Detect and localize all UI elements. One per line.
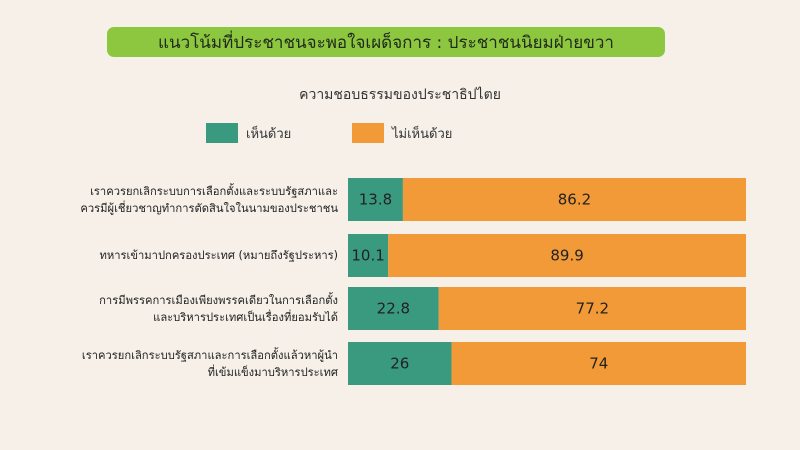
category-label-line: และบริหารประเทศเป็นเรื่องที่ยอมรับได้ [153, 310, 338, 324]
category-label-line: เราควรยกเลิกระบบรัฐสภาและการเลือกตั้งแล้… [81, 348, 338, 362]
bar-agree [348, 178, 403, 221]
category-label: เราควรยกเลิกระบบการเลือกตั้งและระบบรัฐสภ… [0, 183, 338, 217]
legend-disagree-swatch [352, 123, 384, 143]
category-label-line: ควรมีผู้เชี่ยวชาญทำการตัดสินใจในนามของปร… [80, 201, 338, 215]
category-label: การมีพรรคการเมืองเพียงพรรคเดียวในการเลือ… [0, 292, 338, 326]
data-label-agree: 13.8 [359, 191, 392, 209]
data-label-agree: 26 [390, 355, 409, 373]
data-label-disagree: 86.2 [558, 191, 591, 209]
legend-agree-swatch [206, 123, 238, 143]
data-label-disagree: 74 [589, 355, 608, 373]
data-label-disagree: 77.2 [576, 300, 609, 318]
category-label-line: การมีพรรคการเมืองเพียงพรรคเดียวในการเลือ… [99, 293, 338, 307]
legend-agree: เห็นด้วย [206, 123, 291, 143]
banner-title: แนวโน้มที่ประชาชนจะพอใจเผด็จการ : ประชาช… [107, 27, 665, 57]
legend-agree-label: เห็นด้วย [246, 126, 292, 142]
data-label-disagree: 89.9 [550, 247, 583, 265]
category-label-line: เราควรยกเลิกระบบการเลือกตั้งและระบบรัฐสภ… [90, 184, 338, 198]
data-label-agree: 10.1 [351, 247, 384, 265]
bar-agree [348, 287, 439, 330]
category-label-line: ทหารเข้ามาปกครองประเทศ (หมายถึงรัฐประหาร… [99, 249, 339, 262]
category-label: เราควรยกเลิกระบบรัฐสภาและการเลือกตั้งแล้… [0, 347, 338, 381]
bar-disagree [402, 178, 746, 221]
bar-disagree [451, 342, 746, 385]
bar-agree [348, 342, 452, 385]
legend-disagree-label: ไม่เห็นด้วย [392, 126, 453, 142]
category-label: ทหารเข้ามาปกครองประเทศ (หมายถึงรัฐประหาร… [0, 247, 339, 264]
bar-agree [348, 234, 389, 277]
category-label-line: ที่เข้มแข็งมาบริหารประเทศ [207, 365, 338, 379]
data-label-agree: 22.8 [377, 300, 410, 318]
chart-title: ความชอบธรรมของประชาธิปไตย [299, 87, 501, 103]
bar-disagree [438, 287, 746, 330]
legend-disagree: ไม่เห็นด้วย [352, 123, 452, 143]
bar-disagree [388, 234, 746, 277]
